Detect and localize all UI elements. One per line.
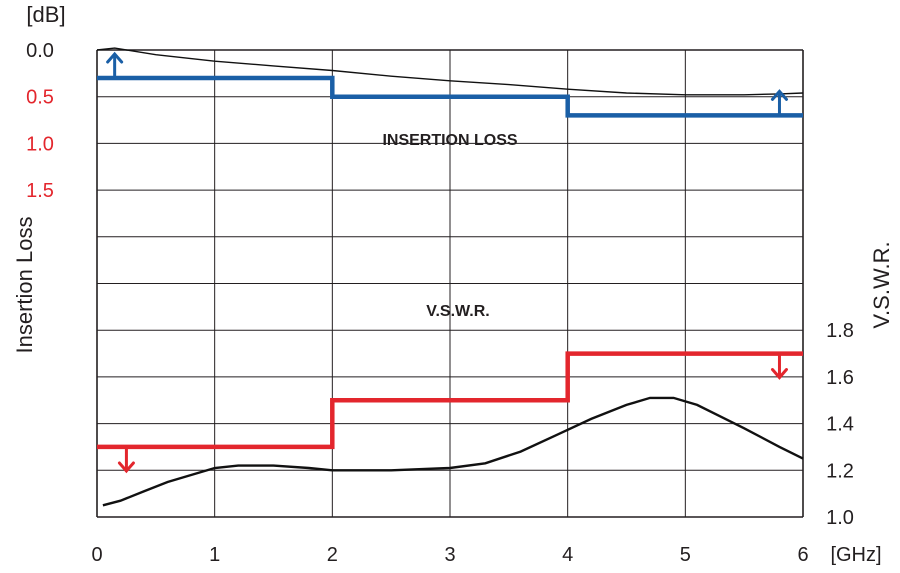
- x-tick-label: 1: [209, 544, 220, 566]
- grid: [96, 49, 804, 518]
- annotation-insertion-loss: INSERTION LOSS: [382, 132, 517, 149]
- insertion-loss-measured-line: [96, 47, 804, 96]
- x-tick-label: 5: [680, 544, 691, 566]
- x-tick-label: 2: [327, 544, 338, 566]
- insertion-loss-limit-line: [97, 75, 803, 118]
- right-axis-title: V.S.W.R.: [869, 241, 894, 328]
- limit-arrow-head: [117, 461, 135, 474]
- annotation-vswr: V.S.W.R.: [426, 303, 489, 320]
- x-tick-label: 4: [562, 544, 573, 566]
- left-axis-title: Insertion Loss: [12, 217, 37, 354]
- x-axis-unit: [GHz]: [830, 544, 881, 566]
- x-tick-label: 3: [444, 544, 455, 566]
- right-tick-label: 1.4: [826, 414, 854, 436]
- left-tick-label: 0.5: [26, 87, 54, 109]
- limit-arrow-head: [770, 89, 788, 101]
- series-layer: [96, 47, 804, 507]
- right-tick-label: 1.8: [826, 320, 854, 342]
- tick-labels: 0 1 2 3 4 5 6 0.0 0.5 1.0 1.5 1.0 1.2 1.4 1.6 1.8: [26, 40, 854, 566]
- limit-arrows: [106, 51, 788, 474]
- right-tick-label: 1.0: [826, 507, 854, 529]
- vswr-limit-line: [97, 351, 803, 450]
- right-tick-label: 1.6: [826, 367, 854, 389]
- left-axis-unit: [dB]: [26, 2, 65, 27]
- limit-arrow-head: [106, 51, 124, 64]
- right-tick-label: 1.2: [826, 460, 854, 482]
- left-tick-label: 0.0: [26, 40, 54, 62]
- x-tick-label: 6: [797, 544, 808, 566]
- left-tick-label: 1.0: [26, 133, 54, 155]
- x-tick-label: 0: [91, 544, 102, 566]
- vswr-measured-line: [102, 396, 804, 507]
- left-tick-label: 1.5: [26, 180, 54, 202]
- limit-arrow-head: [770, 368, 788, 380]
